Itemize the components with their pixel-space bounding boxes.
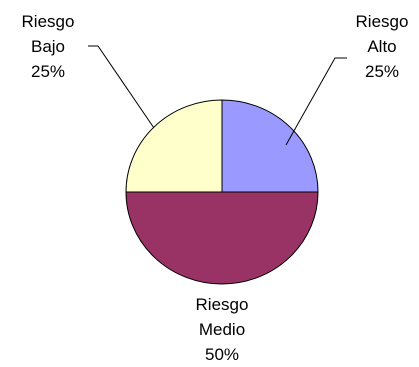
leader-lines <box>88 45 347 146</box>
label-riesgo-alto-line2: Alto <box>367 37 396 56</box>
label-riesgo-alto-line1: Riesgo <box>356 12 409 31</box>
label-riesgo-medio-pct: 50% <box>205 345 239 364</box>
pie-slices <box>125 99 319 285</box>
label-riesgo-bajo-pct: 25% <box>31 62 65 81</box>
pie-slice-riesgo-alto <box>221 99 319 193</box>
label-riesgo-alto-pct: 25% <box>365 62 399 81</box>
pie-slice-riesgo-bajo <box>125 99 223 193</box>
leader-line-riesgo-alto <box>285 57 347 146</box>
label-riesgo-medio-line1: Riesgo <box>196 295 249 314</box>
leader-line-riesgo-bajo <box>88 45 155 129</box>
label-riesgo-medio-line2: Medio <box>199 320 245 339</box>
data-labels: Riesgo Bajo 25% Riesgo Alto 25% Riesgo M… <box>22 12 409 364</box>
pie-slice-riesgo-medio <box>125 191 319 285</box>
label-riesgo-bajo-line1: Riesgo <box>22 12 75 31</box>
label-riesgo-bajo-line2: Bajo <box>31 37 65 56</box>
